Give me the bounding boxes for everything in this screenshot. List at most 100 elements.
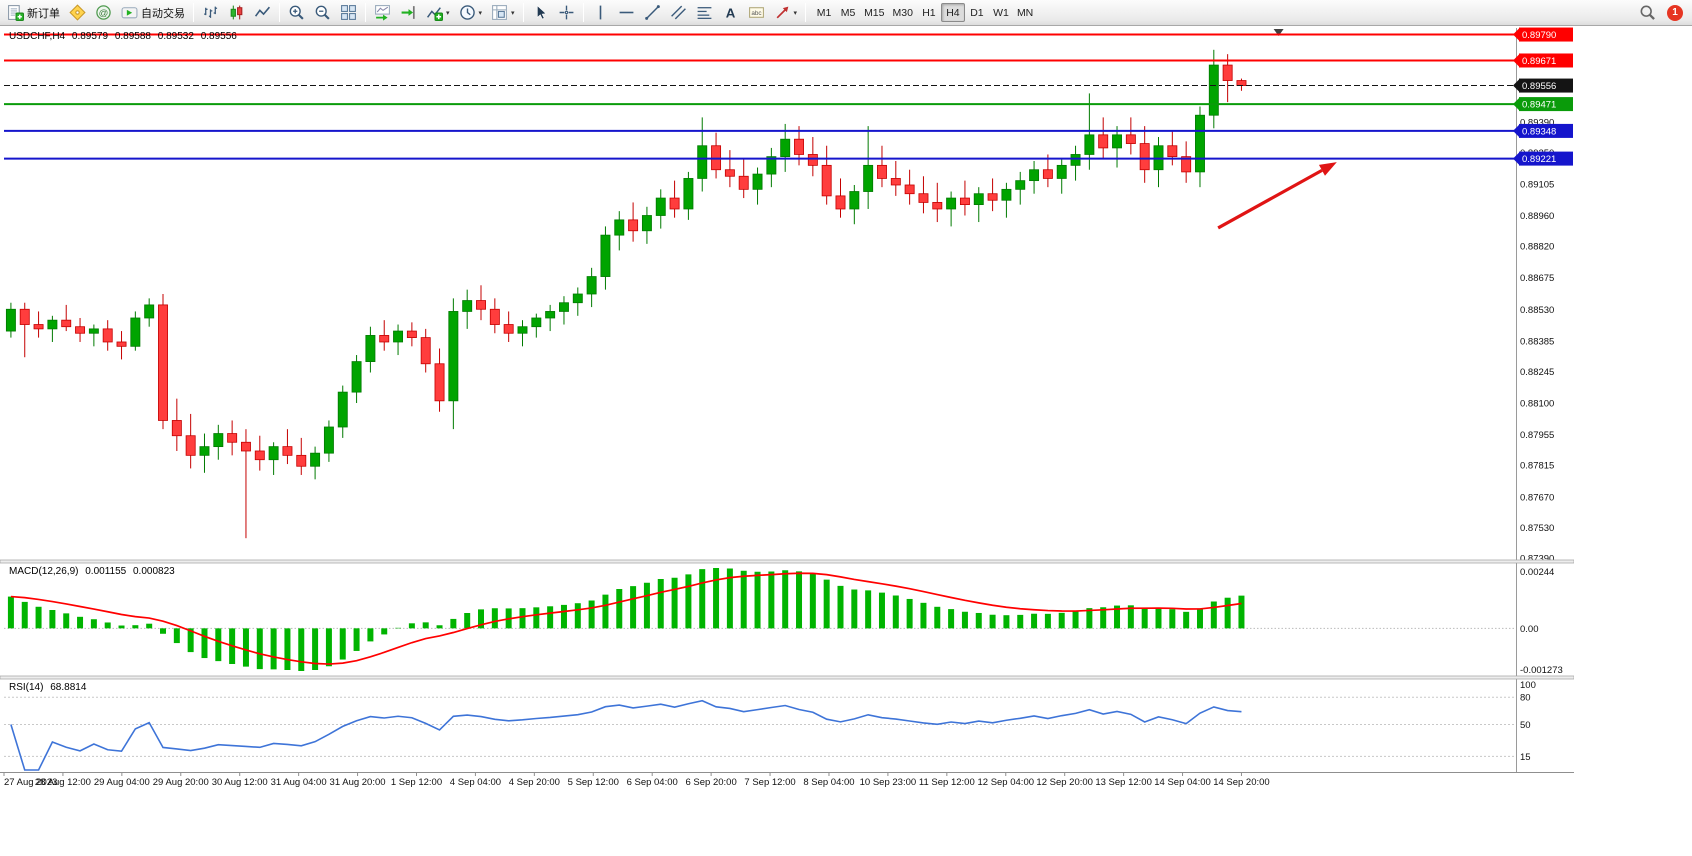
chart-shift-icon bbox=[401, 6, 415, 19]
bear-candle bbox=[1236, 80, 1247, 86]
price-chart-svg[interactable]: 0.893900.892500.891050.889600.888200.886… bbox=[0, 26, 1575, 792]
zoom-out-button[interactable] bbox=[310, 2, 335, 24]
svg-text:0.88100: 0.88100 bbox=[1520, 399, 1554, 410]
auto-scroll-button[interactable] bbox=[370, 2, 395, 24]
bear-candle bbox=[1222, 64, 1233, 81]
svg-text:31 Aug 20:00: 31 Aug 20:00 bbox=[330, 777, 386, 788]
timeframe-w1-button[interactable]: W1 bbox=[993, 6, 1009, 19]
bear-candle bbox=[1181, 156, 1192, 173]
timeframe-m30-button[interactable]: M30 bbox=[892, 6, 913, 19]
search-icon bbox=[1640, 5, 1655, 20]
svg-text:13 Sep 12:00: 13 Sep 12:00 bbox=[1095, 777, 1152, 788]
svg-text:12 Sep 20:00: 12 Sep 20:00 bbox=[1036, 777, 1093, 788]
svg-text:0.88530: 0.88530 bbox=[1520, 305, 1554, 316]
panel-splitter[interactable] bbox=[0, 559, 1575, 564]
chart-line-icon bbox=[254, 6, 271, 17]
search-button[interactable] bbox=[1635, 2, 1660, 24]
svg-text:5 Sep 12:00: 5 Sep 12:00 bbox=[568, 777, 619, 788]
panel-splitter[interactable] bbox=[0, 675, 1575, 680]
toolbar-separator bbox=[279, 3, 280, 22]
templates-button[interactable]: ▾ bbox=[487, 2, 519, 24]
annotation-arrow[interactable] bbox=[1217, 162, 1337, 230]
line-chart-button[interactable] bbox=[250, 2, 275, 24]
chart-shift-marker[interactable] bbox=[1273, 29, 1284, 36]
bull-candle bbox=[946, 197, 957, 210]
bull-candle bbox=[655, 197, 666, 216]
bear-candle bbox=[807, 154, 818, 166]
price-axis[interactable]: 0.893900.892500.891050.889600.888200.886… bbox=[1520, 117, 1554, 564]
bull-candle bbox=[351, 361, 362, 393]
tile-windows-button[interactable] bbox=[336, 2, 361, 24]
horizontal-line-button[interactable] bbox=[614, 2, 639, 24]
arrows-button[interactable]: ▾ bbox=[770, 2, 802, 24]
metaeditor-button[interactable] bbox=[65, 2, 90, 24]
channel-button[interactable] bbox=[666, 2, 691, 24]
bear-candle bbox=[420, 337, 431, 365]
bull-candle bbox=[462, 300, 473, 312]
bull-candle bbox=[1056, 164, 1067, 179]
text-label-button[interactable]: abc bbox=[744, 2, 769, 24]
bull-candle bbox=[1029, 169, 1040, 182]
bull-candle bbox=[213, 433, 224, 448]
svg-text:0.87390: 0.87390 bbox=[1520, 553, 1554, 564]
zoom-in-button[interactable] bbox=[284, 2, 309, 24]
indicators-button[interactable]: ▾ bbox=[422, 2, 454, 24]
bar-chart-button[interactable] bbox=[198, 2, 223, 24]
bull-candle bbox=[517, 326, 528, 334]
timeframe-m15-button[interactable]: M15 bbox=[864, 6, 885, 19]
svg-text:0.89221: 0.89221 bbox=[1522, 154, 1556, 165]
crosshair-button[interactable] bbox=[554, 2, 579, 24]
cursor-button[interactable] bbox=[528, 2, 553, 24]
svg-text:-0.001273: -0.001273 bbox=[1520, 665, 1563, 676]
notifications-button[interactable]: 1 bbox=[1667, 4, 1683, 21]
timeframe-group: M1 M5 M15 M30 H1 H4 D1 W1 MN bbox=[812, 3, 1037, 22]
svg-text:6 Sep 04:00: 6 Sep 04:00 bbox=[627, 777, 678, 788]
bull-candle bbox=[614, 219, 625, 236]
svg-text:4 Sep 04:00: 4 Sep 04:00 bbox=[450, 777, 501, 788]
svg-text:28 Aug 12:00: 28 Aug 12:00 bbox=[35, 777, 91, 788]
autotrading-icon bbox=[121, 7, 138, 19]
text-button[interactable]: A bbox=[718, 2, 743, 24]
bear-candle bbox=[434, 363, 445, 402]
vline-icon bbox=[599, 5, 601, 20]
svg-text:100: 100 bbox=[1520, 680, 1536, 691]
bull-candle bbox=[323, 426, 334, 454]
candlestick-chart-button[interactable] bbox=[224, 2, 249, 24]
bear-candle bbox=[116, 341, 127, 347]
bear-candle bbox=[628, 219, 639, 232]
autotrading-button[interactable]: 自动交易 bbox=[117, 2, 189, 24]
fibonacci-button[interactable] bbox=[692, 2, 717, 24]
periods-button[interactable]: ▾ bbox=[455, 2, 487, 24]
price-badge-0.89471: 0.89471 bbox=[1513, 97, 1573, 112]
bull-candle bbox=[5, 308, 16, 332]
svg-text:15: 15 bbox=[1520, 752, 1531, 763]
svg-text:50: 50 bbox=[1520, 720, 1531, 731]
timeframe-m1-button[interactable]: M1 bbox=[816, 6, 832, 19]
bear-candle bbox=[890, 178, 901, 186]
timeframe-h1-button[interactable]: H1 bbox=[922, 6, 936, 19]
timeframe-mn-button[interactable]: MN bbox=[1016, 6, 1034, 19]
timeframe-h4-button[interactable]: H4 bbox=[940, 3, 965, 22]
chart-shift-button[interactable] bbox=[396, 2, 421, 24]
community-button[interactable]: @ bbox=[91, 2, 116, 24]
trendline-button[interactable] bbox=[640, 2, 665, 24]
bear-candle bbox=[959, 197, 970, 206]
vertical-line-button[interactable] bbox=[588, 2, 613, 24]
candles-layer bbox=[5, 49, 1247, 539]
new-order-button[interactable]: 新订单 bbox=[3, 2, 64, 24]
chart-bars-icon bbox=[204, 6, 218, 18]
bear-candle bbox=[19, 308, 30, 325]
bull-candle bbox=[268, 446, 279, 461]
text-icon: A bbox=[725, 5, 735, 20]
crosshair-icon bbox=[559, 5, 573, 20]
text-label-icon: abc bbox=[748, 7, 764, 18]
bear-candle bbox=[476, 300, 486, 310]
timeframe-m5-button[interactable]: M5 bbox=[840, 6, 856, 19]
timeframe-d1-button[interactable]: D1 bbox=[970, 6, 984, 19]
macd-histogram bbox=[7, 568, 1245, 671]
bull-candle bbox=[683, 178, 694, 210]
chart-window[interactable]: 0.893900.892500.891050.889600.888200.886… bbox=[0, 26, 1575, 792]
bull-candle bbox=[1195, 114, 1205, 173]
svg-text:0.89671: 0.89671 bbox=[1522, 56, 1556, 67]
